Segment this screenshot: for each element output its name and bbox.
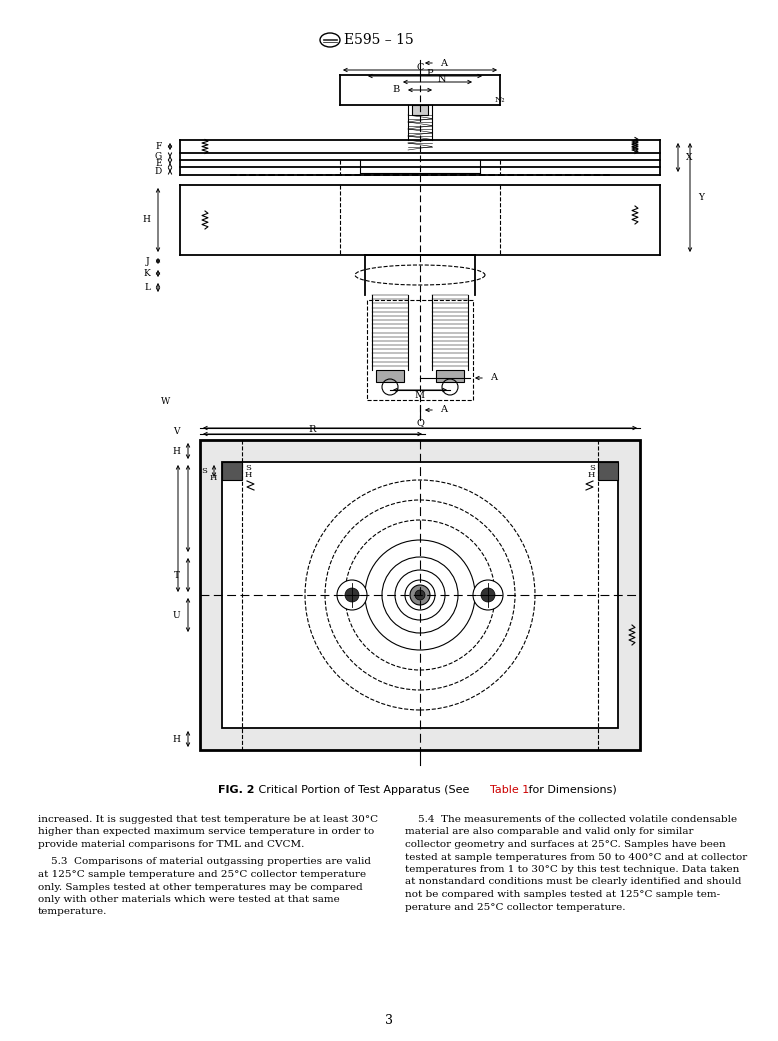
Text: R: R [308, 425, 316, 433]
Bar [222, 462, 242, 480]
Bar [376, 370, 405, 382]
Text: H: H [587, 471, 595, 479]
Text: S: S [589, 464, 595, 472]
Bar [200, 440, 640, 750]
Text: at nonstandard conditions must be clearly identified and should: at nonstandard conditions must be clearl… [405, 878, 741, 887]
Text: H: H [142, 215, 150, 225]
Text: increased. It is suggested that test temperature be at least 30°C: increased. It is suggested that test tem… [38, 815, 378, 824]
Text: H: H [172, 447, 180, 456]
Text: W: W [161, 398, 170, 406]
Bar [222, 462, 618, 728]
Text: H: H [209, 474, 217, 482]
Text: D: D [155, 167, 162, 176]
Text: N₂: N₂ [495, 96, 506, 104]
Text: Table 1: Table 1 [490, 785, 529, 795]
Text: H: H [172, 735, 180, 743]
Text: C: C [416, 62, 424, 72]
Bar [412, 105, 429, 115]
Text: M: M [415, 391, 425, 401]
Bar [598, 462, 618, 480]
Text: A: A [490, 374, 497, 382]
Text: tested at sample temperatures from 50 to 400°C and at collector: tested at sample temperatures from 50 to… [405, 853, 747, 862]
Text: Critical Portion of Test Apparatus (See: Critical Portion of Test Apparatus (See [248, 785, 473, 795]
Text: not be compared with samples tested at 125°C sample tem-: not be compared with samples tested at 1… [405, 890, 720, 899]
Text: H: H [245, 471, 252, 479]
Circle shape [473, 580, 503, 610]
Text: at 125°C sample temperature and 25°C collector temperature: at 125°C sample temperature and 25°C col… [38, 870, 366, 879]
Text: provide material comparisons for TML and CVCM.: provide material comparisons for TML and… [38, 840, 304, 849]
Text: A: A [440, 406, 447, 414]
Circle shape [345, 588, 359, 602]
Text: only with other materials which were tested at that same: only with other materials which were tes… [38, 895, 340, 904]
Text: Q: Q [416, 418, 424, 428]
Text: L: L [144, 283, 150, 291]
Text: 5.4  The measurements of the collected volatile condensable: 5.4 The measurements of the collected vo… [405, 815, 737, 824]
Text: S: S [245, 464, 251, 472]
Text: S: S [202, 467, 207, 475]
Text: E: E [156, 159, 162, 168]
Bar [436, 370, 464, 382]
Circle shape [415, 590, 425, 600]
Text: only. Samples tested at other temperatures may be compared: only. Samples tested at other temperatur… [38, 883, 363, 891]
Text: temperature.: temperature. [38, 908, 107, 916]
Text: material are also comparable and valid only for similar: material are also comparable and valid o… [405, 828, 693, 837]
Text: K: K [143, 269, 150, 278]
Circle shape [481, 588, 495, 602]
Text: 5.3  Comparisons of material outgassing properties are valid: 5.3 Comparisons of material outgassing p… [38, 858, 371, 866]
Text: G: G [155, 152, 162, 161]
Text: Y: Y [698, 193, 704, 202]
Text: F: F [156, 142, 162, 151]
Text: E595 – 15: E595 – 15 [344, 33, 414, 47]
Text: J: J [146, 256, 150, 265]
Text: perature and 25°C collector temperature.: perature and 25°C collector temperature. [405, 903, 626, 912]
Bar [367, 300, 473, 400]
Text: U: U [173, 610, 180, 619]
Text: N: N [438, 75, 447, 83]
Text: higher than expected maximum service temperature in order to: higher than expected maximum service tem… [38, 828, 374, 837]
Text: V: V [173, 428, 180, 436]
Text: B: B [393, 85, 400, 95]
Text: T: T [174, 570, 180, 580]
Text: X: X [686, 153, 692, 162]
Text: 3: 3 [385, 1014, 393, 1026]
Text: P: P [426, 69, 433, 77]
Circle shape [337, 580, 367, 610]
Text: temperatures from 1 to 30°C by this test technique. Data taken: temperatures from 1 to 30°C by this test… [405, 865, 739, 874]
Circle shape [410, 585, 430, 605]
Text: A: A [440, 58, 447, 68]
Text: for Dimensions): for Dimensions) [525, 785, 617, 795]
Text: FIG. 2: FIG. 2 [218, 785, 254, 795]
Text: collector geometry and surfaces at 25°C. Samples have been: collector geometry and surfaces at 25°C.… [405, 840, 726, 849]
